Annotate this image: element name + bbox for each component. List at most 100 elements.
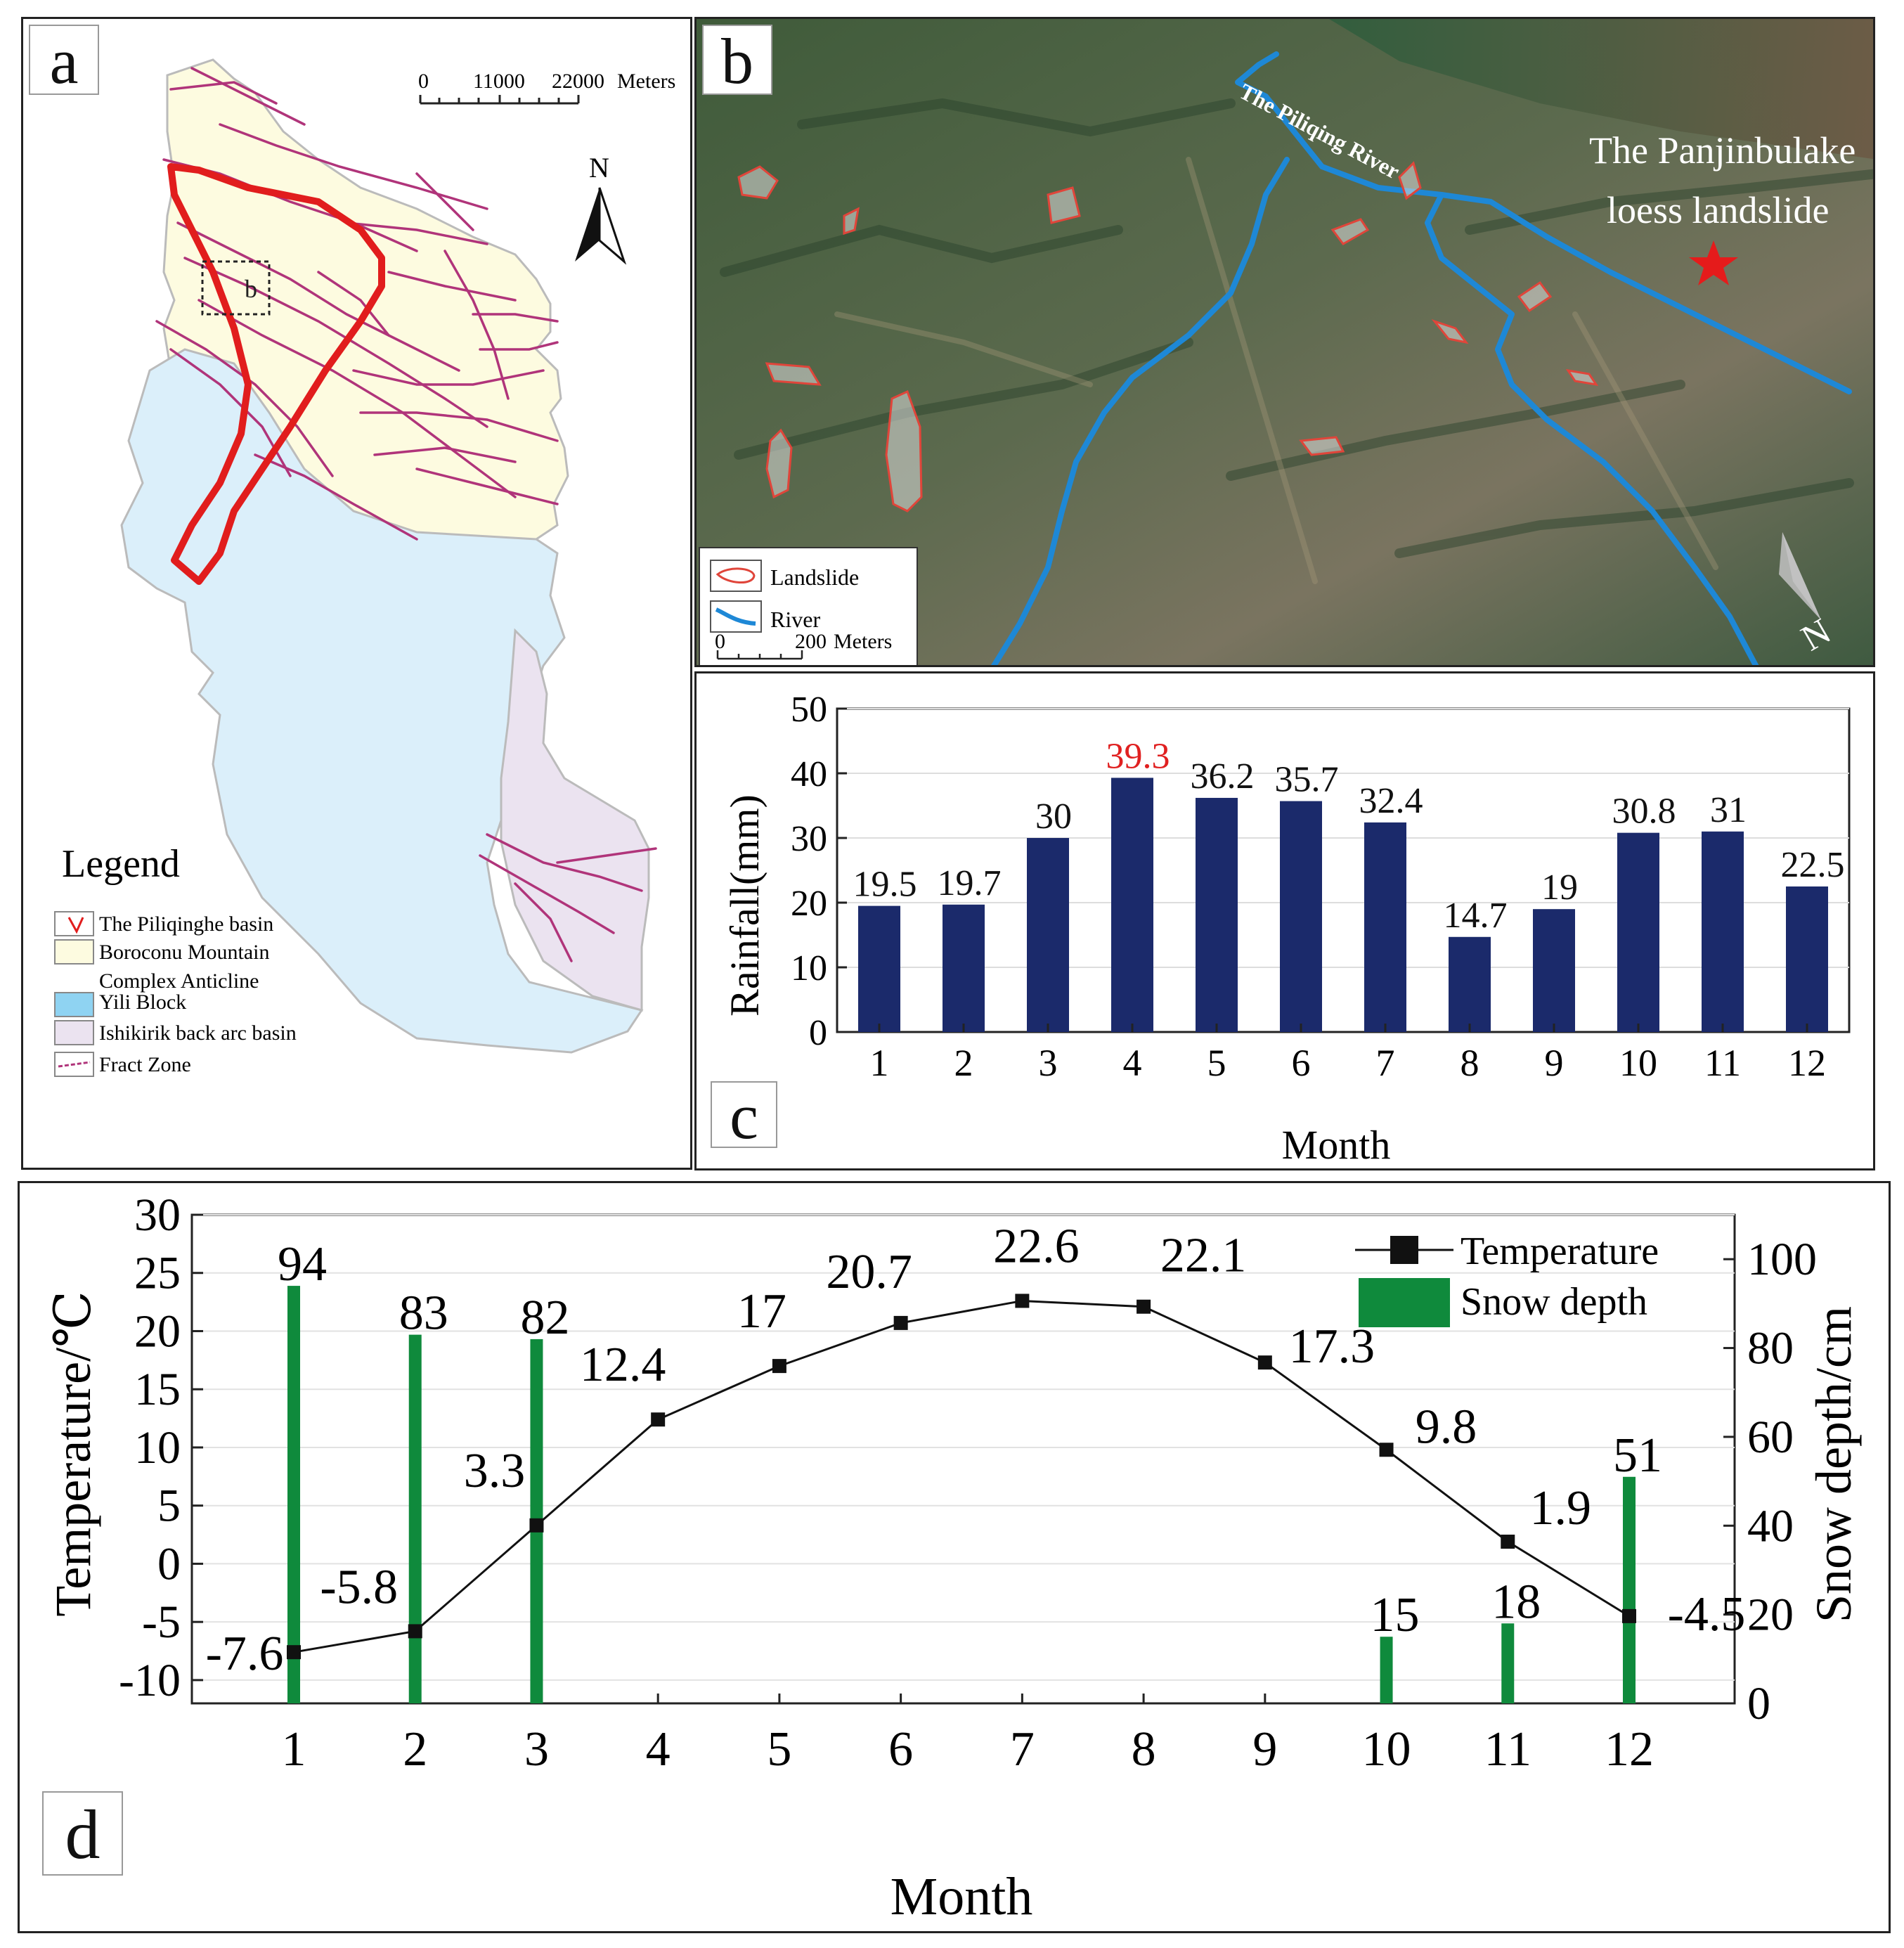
map-a-scale-bar: 0 11000 22000 Meters [418, 70, 675, 105]
chart-c-bar [1364, 822, 1406, 1032]
chart-c-bar [1196, 797, 1238, 1032]
chart-d-ytick-left-label: 0 [157, 1538, 181, 1589]
chart-d-temperature-point [1136, 1299, 1151, 1314]
legend-basin: The Piliqinghe basin [99, 912, 273, 936]
legend-river: River [770, 607, 820, 632]
chart-d-temperature-label: 22.1 [1160, 1229, 1247, 1283]
panel-label-d: d [42, 1791, 123, 1876]
fault-lines [155, 67, 657, 962]
inset-b-label: b [245, 275, 257, 303]
chart-d-snow-label: 83 [399, 1286, 448, 1341]
temperature-snow-chart: Temperature/℃ Snow depth/cm Month 302520… [45, 1189, 1862, 1926]
panel-c-rainfall: Rainfall(mm) Month 0 10 20 30 40 50 19.5 1 19.7 2… [694, 671, 1875, 1170]
chart-d-xtick-label: 9 [1252, 1722, 1277, 1776]
chart-c-bar [1027, 838, 1069, 1032]
satellite-view: The Piliqing River The Panjinbulake loes… [697, 19, 1873, 665]
chart-c-xtick-label: 10 [1619, 1042, 1657, 1084]
svg-text:N: N [589, 152, 609, 183]
chart-d-temperature-label: 20.7 [826, 1245, 912, 1299]
chart-d-xtick-label: 8 [1132, 1722, 1156, 1776]
panel-label-b: b [702, 25, 772, 95]
chart-d-temperature-point [1501, 1534, 1515, 1549]
legend-title: Legend [62, 842, 180, 886]
chart-d-xlabel: Month [891, 1867, 1033, 1926]
chart-d-ytick-left-label: 30 [134, 1189, 181, 1241]
landslide-site-star-icon [1689, 240, 1738, 285]
panel-label-c: c [711, 1081, 777, 1149]
chart-d-temperature-label: 1.9 [1530, 1481, 1592, 1535]
chart-c-bar [1702, 831, 1744, 1032]
scale-tick-1: 11000 [473, 70, 525, 93]
chart-c-xtick-label: 11 [1704, 1042, 1741, 1084]
chart-c-xtick-label: 6 [1292, 1042, 1311, 1084]
legend-yili: Yili Block [99, 991, 186, 1014]
chart-d-xtick-label: 3 [524, 1722, 549, 1776]
chart-c-value-label: 19.7 [938, 863, 1002, 903]
panel-d-temperature: Temperature/℃ Snow depth/cm Month 30 25 20… [18, 1181, 1891, 1933]
chart-d-temperature-point [651, 1412, 666, 1427]
chart-d-temperature-point [408, 1624, 422, 1639]
chart-c-ytick-label: 20 [791, 884, 827, 924]
chart-c-value-label: 36.2 [1191, 756, 1255, 796]
chart-c-ylabel: Rainfall(mm) [722, 794, 768, 1017]
geology-map: b 0 11000 22000 Meters N Legend The Pili… [54, 58, 675, 1077]
north-arrow-icon: N [575, 152, 627, 265]
scale-tick-2: 22000 [552, 70, 604, 93]
chart-d-snow-bar [287, 1286, 300, 1703]
chart-d-temperature-label: 17 [737, 1284, 786, 1339]
legend-fault: Fract Zone [99, 1053, 191, 1076]
chart-c-bar [1533, 909, 1575, 1032]
chart-d-xtick-label: 10 [1362, 1722, 1411, 1776]
chart-c-bar [943, 904, 985, 1032]
chart-c-bar [1786, 886, 1828, 1032]
legend-snow-label: Snow depth [1461, 1280, 1647, 1324]
chart-d-ytick-left-label: 15 [134, 1364, 181, 1415]
chart-d-temperature-point [772, 1359, 786, 1374]
chart-c-value-label: 35.7 [1275, 760, 1339, 800]
chart-c-value-label: 14.7 [1444, 896, 1508, 936]
chart-d-snow-label: 18 [1491, 1575, 1541, 1629]
chart-c-xtick-label: 9 [1545, 1042, 1564, 1084]
chart-d-snow-label: 94 [278, 1237, 327, 1291]
legend-snow-swatch [1359, 1278, 1450, 1327]
chart-c-ytick-label: 50 [791, 690, 827, 730]
chart-d-ytick-left-label: 20 [134, 1305, 181, 1357]
chart-d-xtick-label: 1 [282, 1722, 306, 1776]
chart-d-ytick-left-label: -5 [142, 1597, 181, 1648]
chart-d-temperature-point [893, 1315, 908, 1330]
chart-d-snow-label: 51 [1613, 1428, 1662, 1483]
chart-d-temperature-label: -7.6 [206, 1627, 284, 1681]
panel-b-satellite: The Piliqing River The Panjinbulake loes… [694, 17, 1875, 667]
chart-d-ytick-left-label: -10 [119, 1655, 181, 1706]
chart-d-ytick-right-label: 80 [1747, 1323, 1794, 1374]
chart-d-temperature-label: 3.3 [464, 1444, 526, 1498]
chart-c-xtick-label: 3 [1039, 1042, 1058, 1084]
landslide-outlines [737, 161, 1599, 512]
map-b-legend: Landslide River 0 200 Meters [699, 547, 918, 665]
chart-c-bar [1617, 832, 1659, 1032]
b-scale-200: 200 [795, 630, 827, 653]
site-title-line2: loess landslide [1607, 189, 1829, 231]
chart-d-snow-bar [1623, 1476, 1636, 1703]
chart-c-xtick-label: 8 [1461, 1042, 1479, 1084]
chart-d-temperature-label: 17.3 [1289, 1320, 1375, 1374]
chart-d-snow-label: 82 [520, 1291, 569, 1345]
chart-d-ylabel-right: Snow depth/cm [1806, 1306, 1862, 1623]
scale-unit: Meters [617, 70, 675, 93]
chart-c-ytick-label: 0 [809, 1013, 827, 1053]
chart-d-temperature-label: -5.8 [320, 1560, 398, 1614]
legend-landslide: Landslide [770, 565, 859, 590]
chart-d-xtick-label: 2 [403, 1722, 427, 1776]
chart-d-ytick-right-label: 100 [1747, 1234, 1817, 1285]
chart-c-xtick-label: 2 [954, 1042, 973, 1084]
chart-c-xtick-label: 1 [870, 1042, 889, 1084]
chart-c-bar [1280, 801, 1322, 1032]
chart-c-bar [1111, 778, 1153, 1032]
panel-label-a: a [29, 25, 99, 95]
map-a-legend: The Piliqinghe basin Boroconu Mountain C… [54, 911, 297, 1077]
chart-d-temperature-point [529, 1518, 544, 1533]
chart-d-temperature-point [1257, 1355, 1272, 1370]
chart-c-value-label: 22.5 [1781, 845, 1845, 885]
panel-a-map: b 0 11000 22000 Meters N Legend The Pili… [21, 17, 692, 1170]
chart-c-bar [858, 905, 900, 1032]
